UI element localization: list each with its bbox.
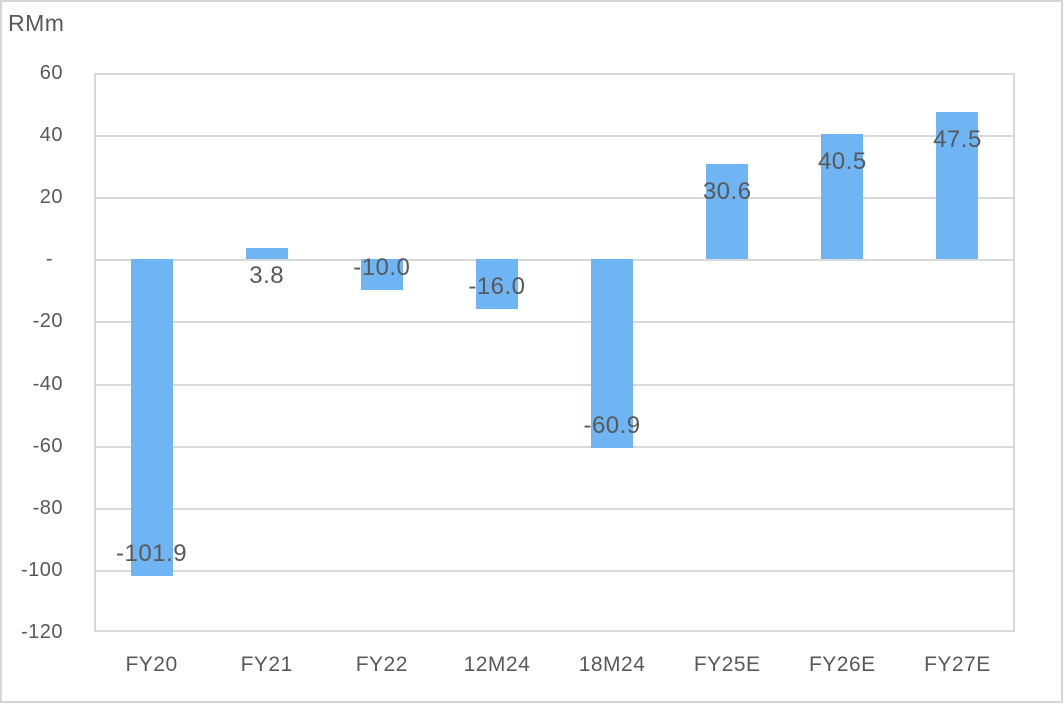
- gridline: [96, 321, 1013, 324]
- axis-unit-label: RMm: [8, 10, 65, 36]
- bar-FY22: [360, 259, 403, 291]
- bar-FY26E: [821, 133, 864, 260]
- y-tick-label: -80: [32, 496, 63, 519]
- gridline: [96, 259, 1013, 262]
- y-tick-label: -120: [20, 621, 63, 643]
- x-category-label: 12M24: [463, 653, 531, 676]
- x-category-label: FY27E: [924, 653, 991, 676]
- bar-12M24: [475, 259, 518, 310]
- gridline: [96, 135, 1013, 138]
- bar-value-label: -60.9: [583, 412, 641, 440]
- bar-value-label: 47.5: [933, 125, 982, 153]
- gridline: [96, 569, 1013, 572]
- gridline: [96, 383, 1013, 386]
- gridline: [96, 197, 1013, 200]
- bar-FY27E: [936, 111, 979, 260]
- y-tick-label: 60: [39, 62, 63, 84]
- bar-value-label: 30.6: [702, 178, 752, 206]
- y-tick-label: -20: [32, 310, 63, 333]
- y-tick-label: -60: [32, 434, 63, 457]
- y-tick-label: 20: [39, 186, 63, 209]
- bar-value-label: 3.8: [249, 261, 285, 289]
- x-category-label: FY20: [125, 653, 178, 676]
- gridline: [96, 445, 1013, 448]
- x-category-label: FY22: [355, 653, 408, 676]
- y-tick-label: -40: [32, 372, 63, 395]
- x-category-label: FY21: [240, 653, 293, 676]
- plot-area: [94, 73, 1015, 632]
- y-tick-label: -: [45, 248, 53, 271]
- bar-FY25E: [706, 164, 749, 260]
- x-category-label: 18M24: [578, 653, 646, 676]
- x-category-label: FY25E: [693, 653, 761, 676]
- y-tick-label: -100: [20, 558, 63, 581]
- bar-value-label: -101.9: [116, 539, 188, 567]
- bar-18M24: [591, 259, 634, 449]
- y-tick-label: 40: [39, 124, 63, 147]
- bar-FY21: [245, 247, 288, 260]
- bar-value-label: -10.0: [353, 254, 411, 282]
- bar-FY20: [130, 259, 173, 576]
- bar-value-label: -16.0: [468, 273, 526, 301]
- gridline: [96, 507, 1013, 510]
- x-category-label: FY26E: [808, 653, 876, 676]
- bar-value-label: 40.5: [817, 147, 867, 175]
